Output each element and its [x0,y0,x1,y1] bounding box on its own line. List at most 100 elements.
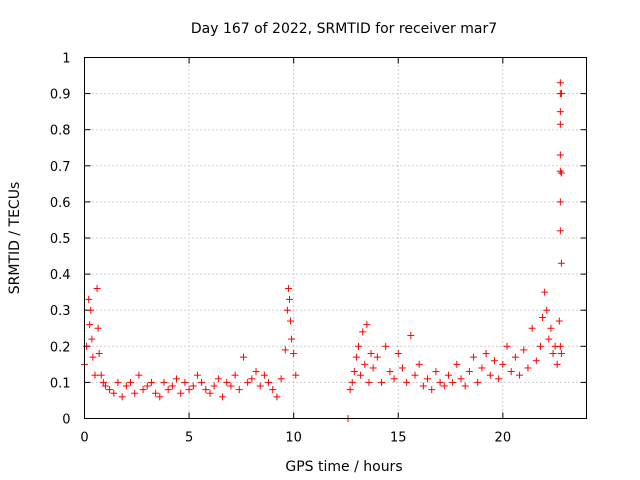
data-point [365,378,373,386]
data-point [273,393,281,401]
data-point [114,378,122,386]
x-tick-label: 20 [495,431,512,446]
data-point [547,324,555,332]
data-point [556,79,564,87]
data-point [556,108,564,116]
data-point [553,360,561,368]
data-point [390,375,398,383]
data-point [185,386,193,394]
data-point [398,364,406,372]
data-point [516,371,524,379]
data-point [110,389,118,397]
data-point [532,357,540,365]
x-tick-label: 0 [80,431,88,446]
y-tick-label: 0.8 [50,124,71,139]
data-point [524,364,532,372]
plot-frame [84,57,587,419]
data-point [382,342,390,350]
data-point [99,378,107,386]
data-point [539,313,547,321]
data-point [357,371,365,379]
data-point [424,375,432,383]
y-tick-label: 0.2 [50,340,71,355]
data-point [177,389,185,397]
data-point [239,353,247,361]
data-point [248,375,256,383]
data-point [557,169,565,177]
data-point [449,378,457,386]
data-point [91,371,99,379]
data-point [143,382,151,390]
data-point [277,375,285,383]
data-point [231,371,239,379]
data-point [122,382,130,390]
data-point [287,317,295,325]
data-point [490,357,498,365]
x-tick-label: 5 [185,431,193,446]
data-point [373,353,381,361]
data-point [470,353,478,361]
data-point [428,386,436,394]
data-point [486,371,494,379]
data-point [210,382,218,390]
data-point [557,90,565,98]
data-point [244,378,252,386]
data-point [556,198,564,206]
data-point [411,371,419,379]
data-point [206,389,214,397]
data-point [367,350,375,358]
data-point [556,120,564,128]
data-point [350,368,358,376]
data-point [556,342,564,350]
data-point [557,350,565,358]
data-point [97,371,105,379]
data-point [223,378,231,386]
data-point [453,360,461,368]
x-tick-label: 10 [285,431,302,446]
data-point [415,360,423,368]
x-tick-label: 15 [390,431,407,446]
data-point [386,368,394,376]
data-point [147,378,155,386]
y-tick-label: 0.3 [50,304,71,319]
data-point [545,335,553,343]
data-point [285,295,293,303]
data-point [152,389,160,397]
data-point [482,350,490,358]
y-tick-label: 1 [62,52,70,67]
data-point [260,371,268,379]
data-point [556,151,564,159]
data-point [543,306,551,314]
data-point [87,306,95,314]
data-point [363,321,371,329]
data-point [520,346,528,354]
data-point [118,393,126,401]
y-tick-label: 0 [62,413,70,428]
y-tick-label: 0.5 [50,232,71,247]
data-point [290,350,298,358]
data-point [94,324,102,332]
data-point [227,382,235,390]
data-point [394,350,402,358]
data-point [528,324,536,332]
data-point [444,371,452,379]
data-point [359,328,367,336]
data-point [189,382,197,390]
data-point [536,342,544,350]
data-point [156,393,164,401]
chart-title: Day 167 of 2022, SRMTID for receiver mar… [191,21,497,37]
grid-layer [84,57,587,419]
data-point [106,386,114,394]
data-point [95,350,103,358]
data-point [432,368,440,376]
data-point [478,364,486,372]
data-point [265,378,273,386]
tick-layer: 00.10.20.30.40.50.60.70.80.910 5 10 15 20 [50,52,587,446]
data-point [283,306,291,314]
y-tick-label: 0.7 [50,160,71,175]
data-point [352,353,360,361]
data-point [369,364,377,372]
y-tick-label: 0.4 [50,268,71,283]
data-point [256,382,264,390]
